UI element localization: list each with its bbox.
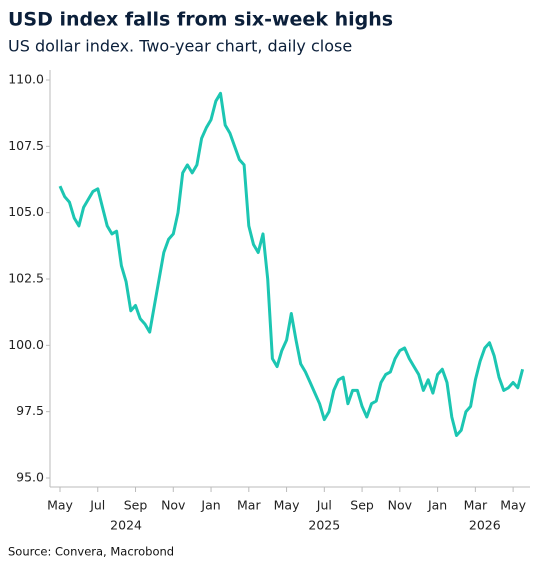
y-tick-label: 110.0 — [8, 72, 44, 87]
year-label: 2024 — [110, 518, 142, 533]
chart-subtitle: US dollar index. Two-year chart, daily c… — [8, 37, 352, 56]
x-tick-label: Jan — [427, 498, 447, 513]
x-tick-label: Sep — [124, 498, 148, 513]
y-tick-label: 105.0 — [8, 204, 44, 219]
data-line — [58, 91, 525, 437]
y-tick-label: 107.5 — [8, 138, 44, 153]
x-tick-label: Sep — [350, 498, 374, 513]
year-label: 2025 — [308, 518, 340, 533]
x-tick-label: Mar — [237, 498, 261, 513]
x-tick-label: Jan — [200, 498, 220, 513]
y-tick-label: 97.5 — [16, 403, 44, 418]
source-note: Source: Convera, Macrobond — [8, 545, 174, 559]
x-tick-label: May — [500, 498, 526, 513]
x-tick-label: Nov — [161, 498, 186, 513]
y-tick-label: 95.0 — [16, 470, 44, 485]
x-tick-label: May — [47, 498, 73, 513]
x-tick-label: Mar — [464, 498, 488, 513]
chart-title: USD index falls from six-week highs — [8, 9, 393, 31]
y-tick-label: 100.0 — [8, 337, 44, 352]
x-tick-label: May — [274, 498, 300, 513]
x-tick-label: Jul — [89, 498, 105, 513]
x-tick-label: Jul — [316, 498, 332, 513]
x-tick-label: Nov — [388, 498, 413, 513]
year-label: 2026 — [469, 518, 501, 533]
y-tick-label: 102.5 — [8, 271, 44, 286]
